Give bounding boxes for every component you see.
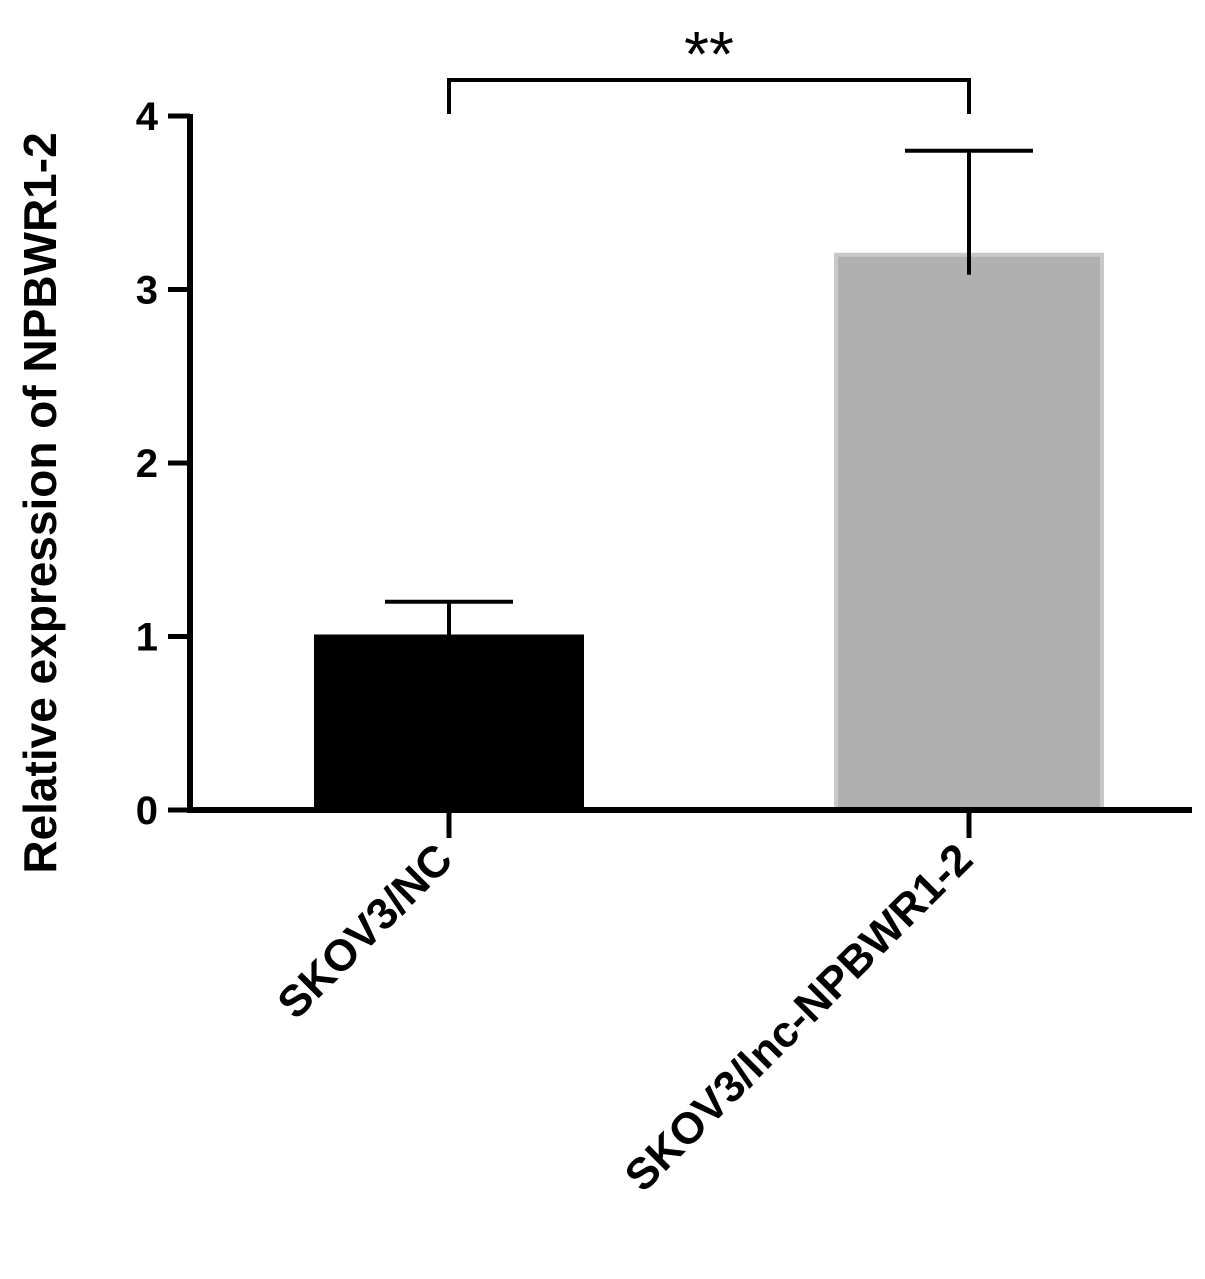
y-tick-label-2: 2: [136, 442, 158, 486]
y-tick-label-3: 3: [136, 269, 158, 313]
x-category-label-2: SKOV3/lnc-NPBWR1-2: [615, 834, 982, 1201]
y-tick-label-0: 0: [136, 789, 158, 833]
x-category-label-1: SKOV3/NC: [268, 834, 462, 1028]
significance-group: **: [447, 18, 971, 114]
y-ticks-group: 0 1 2 3 4: [136, 95, 190, 833]
error-bars-group: [385, 148, 1033, 657]
significance-bracket: [447, 78, 971, 114]
y-tick-label-4: 4: [136, 95, 159, 139]
bars-group: [314, 252, 1104, 813]
y-axis-label: Relative expression of NPBWR1-2: [14, 132, 66, 873]
x-ticks-group: SKOV3/NC SKOV3/lnc-NPBWR1-2: [268, 810, 982, 1201]
bar-2: [834, 252, 1104, 813]
y-tick-label-1: 1: [136, 616, 158, 660]
significance-label: **: [684, 18, 734, 90]
bar-1: [314, 634, 584, 812]
